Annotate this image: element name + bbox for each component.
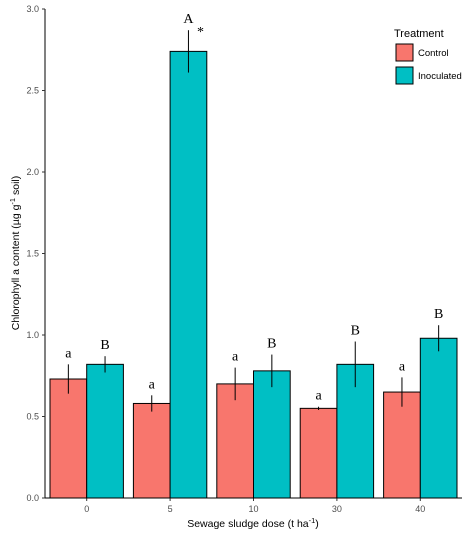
bar-control-0 [49, 378, 88, 499]
bar-control-10 [216, 383, 254, 499]
bars [49, 50, 458, 499]
legend-label-control: Control [418, 48, 449, 59]
legend: Treatment Control Inoculated [394, 28, 462, 85]
significance-letters: a a a a a B A* B B B [65, 12, 443, 404]
legend-label-inoculated: Inoculated [418, 71, 462, 82]
significance-letter: a [232, 350, 239, 365]
significance-letter: B [100, 338, 109, 353]
bar-inoculated-5 [169, 50, 208, 499]
bar-control-30 [299, 407, 338, 499]
legend-items: Control Inoculated [395, 43, 462, 85]
x-axis: 0 5 10 30 40 [45, 497, 462, 514]
error-bars [67, 30, 440, 412]
legend-swatch-inoculated [395, 66, 414, 85]
significance-letter: B [267, 337, 276, 352]
y-axis: 0.0 0.5 1.0 1.5 2.0 2.5 3.0 [26, 4, 46, 503]
significance-letter: a [65, 346, 72, 361]
x-tick-label: 30 [332, 504, 342, 514]
y-tick-label: 3.0 [26, 4, 39, 14]
significance-letter: a [149, 377, 156, 392]
y-axis-title: Chlorophyll a content (µg g-1 soil) [8, 176, 22, 331]
x-tick-label: 40 [415, 504, 425, 514]
significance-asterisk: * [197, 25, 204, 40]
x-tick-label: 10 [248, 504, 258, 514]
significance-letter: a [399, 359, 406, 374]
y-tick-label: 2.0 [26, 167, 39, 177]
significance-letter: A [183, 12, 194, 27]
bar-control-40 [383, 391, 421, 499]
legend-title: Treatment [394, 28, 444, 40]
bar-control-5 [132, 402, 171, 499]
significance-letter: B [351, 324, 360, 339]
bar-inoculated-10 [253, 370, 291, 499]
y-tick-label: 2.5 [26, 86, 39, 96]
y-tick-label: 1.0 [26, 330, 39, 340]
significance-letter: B [434, 307, 443, 322]
y-ticks: 0.0 0.5 1.0 1.5 2.0 2.5 3.0 [26, 4, 45, 503]
y-tick-label: 0.5 [26, 412, 39, 422]
bar-inoculated-0 [86, 363, 124, 499]
x-axis-title: Sewage sludge dose (t ha-1) [187, 516, 319, 530]
x-tick-label: 0 [84, 504, 89, 514]
significance-letter: a [315, 389, 322, 404]
bar-inoculated-40 [419, 337, 458, 499]
legend-swatch-control [395, 43, 414, 62]
x-tick-label: 5 [168, 504, 173, 514]
x-ticks: 0 5 10 30 40 [84, 498, 425, 514]
y-tick-label: 0.0 [26, 493, 39, 503]
y-tick-label: 1.5 [26, 249, 39, 259]
